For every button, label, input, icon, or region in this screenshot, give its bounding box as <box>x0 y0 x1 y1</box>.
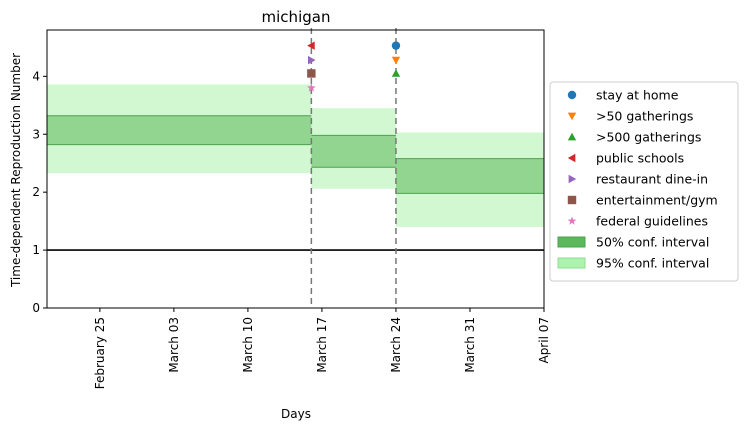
y-tick-label-0: 0 <box>32 301 40 315</box>
legend-marker-2 <box>567 132 577 141</box>
chart-title: michigan <box>262 8 331 26</box>
intervention-marker-3 <box>307 41 315 50</box>
legend-marker-4 <box>568 174 577 184</box>
x-tick-label-5: March 31 <box>463 317 477 373</box>
legend-label-5: entertainment/gym <box>596 193 718 208</box>
legend-swatch-ci-1 <box>557 257 586 269</box>
legend-label-4: restaurant dine-in <box>596 172 708 187</box>
legend-marker-3 <box>567 153 576 163</box>
legend-swatch-ci-0 <box>557 236 586 248</box>
legend-label-ci-0: 50% conf. interval <box>596 235 709 250</box>
legend-label-1: >50 gatherings <box>596 109 693 124</box>
plot-frame <box>46 29 545 309</box>
legend-label-2: >500 gatherings <box>596 130 701 145</box>
y-axis-label: Time-dependent Reproduction Number <box>9 53 23 288</box>
legend-marker-6 <box>567 216 577 225</box>
ci50-band-1 <box>311 135 396 168</box>
ci50-band-0 <box>47 115 312 145</box>
x-tick-label-3: March 17 <box>315 317 329 373</box>
legend-marker-0 <box>567 90 577 100</box>
x-tick-label-2: March 10 <box>241 317 255 373</box>
intervention-marker-4 <box>308 55 316 65</box>
y-tick-label-4: 4 <box>32 69 40 83</box>
intervention-marker-1 <box>391 56 401 65</box>
legend: stay at home >50 gatherings >500 gathering… <box>549 81 739 282</box>
legend-marker-1 <box>567 112 577 121</box>
intervention-marker-2 <box>391 69 401 77</box>
y-tick-label-2: 2 <box>32 185 40 199</box>
x-tick-label-6: April 07 <box>537 317 551 364</box>
x-tick-label-4: March 24 <box>389 317 403 373</box>
legend-frame <box>549 81 739 282</box>
legend-label-3: public schools <box>596 151 684 166</box>
ci50-band-2 <box>395 158 544 194</box>
x-axis-label: Days <box>281 407 311 421</box>
legend-marker-5 <box>567 195 577 205</box>
legend-label-ci-1: 95% conf. interval <box>596 256 709 271</box>
y-tick-label-3: 3 <box>32 127 40 141</box>
y-tick-label-1: 1 <box>32 243 40 257</box>
legend-label-6: federal guidelines <box>596 214 708 229</box>
intervention-marker-6 <box>306 83 316 92</box>
legend-label-0: stay at home <box>596 88 679 103</box>
intervention-marker-5 <box>307 69 316 78</box>
intervention-marker-0 <box>391 41 401 50</box>
x-tick-label-0: February 25 <box>93 317 107 389</box>
x-tick-label-1: March 03 <box>167 317 181 373</box>
